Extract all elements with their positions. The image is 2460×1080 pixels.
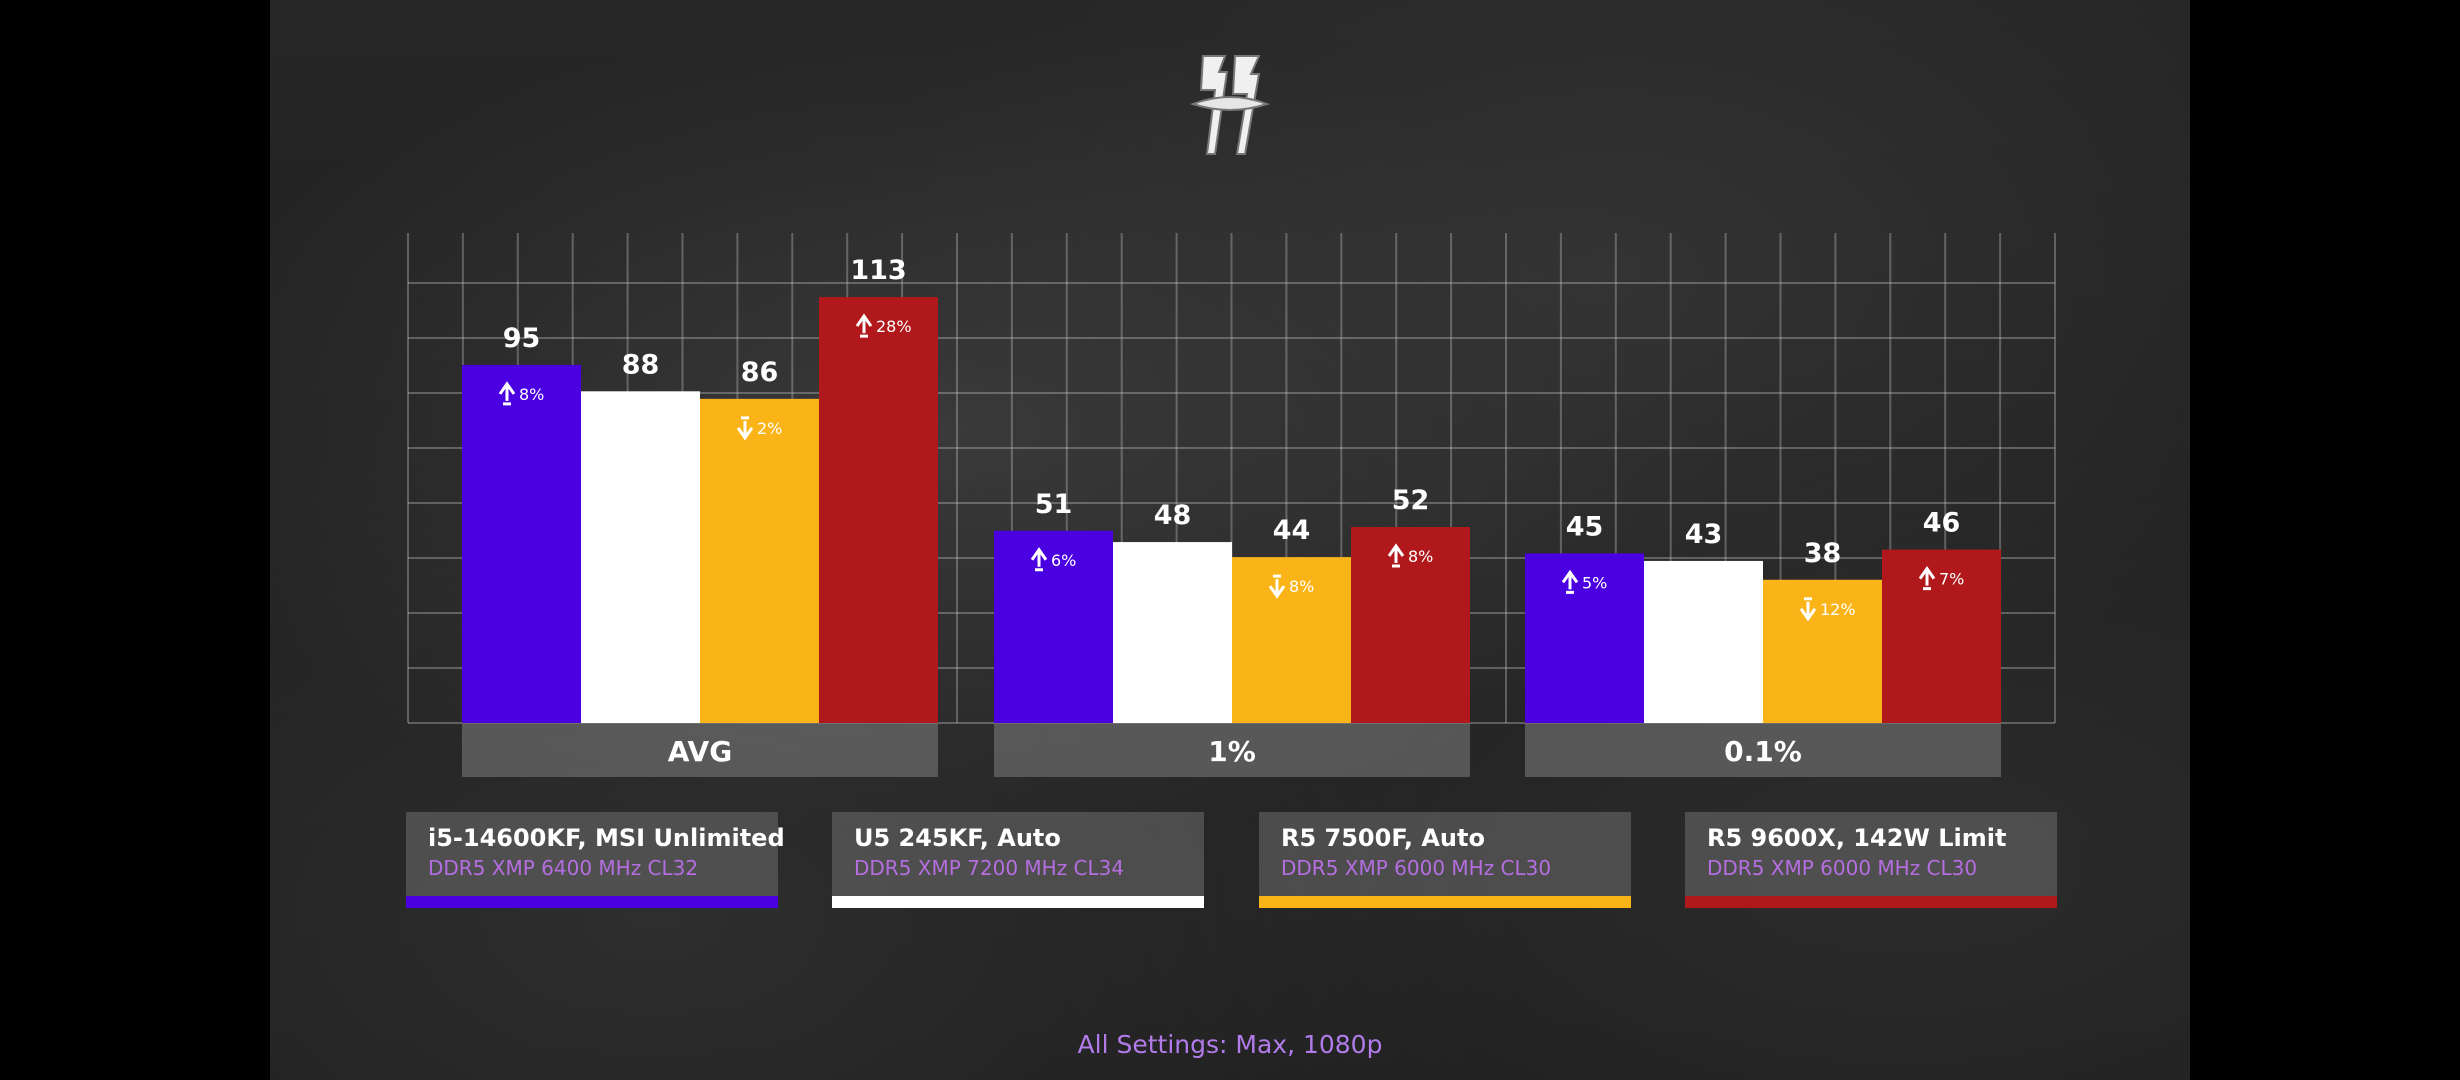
legend-item-u5-245kf: U5 245KF, Auto DDR5 XMP 7200 MHz CL34 xyxy=(832,812,1204,908)
bar xyxy=(700,398,819,723)
bar-value-label: 51 xyxy=(1035,489,1073,520)
arrow-up-icon xyxy=(855,313,873,338)
legend-name: R5 7500F, Auto xyxy=(1281,824,1485,852)
bar xyxy=(1113,542,1232,723)
legend-name: i5-14600KF, MSI Unlimited xyxy=(428,824,785,852)
bar-value-label: 45 xyxy=(1566,511,1604,542)
bar-value-label: 113 xyxy=(850,255,906,286)
bar xyxy=(819,297,938,723)
bar-value-label: 88 xyxy=(622,349,660,380)
bar xyxy=(1232,557,1351,723)
arrow-up-icon xyxy=(1387,543,1405,568)
bar-delta-label: 2% xyxy=(757,419,782,438)
bar-value-label: 95 xyxy=(503,323,541,354)
bar-delta-label: 28% xyxy=(876,317,912,336)
legend-item-r5-9600x: R5 9600X, 142W Limit DDR5 XMP 6000 MHz C… xyxy=(1685,812,2057,908)
bar-delta-label: 8% xyxy=(519,385,544,404)
bar-delta-label: 6% xyxy=(1051,551,1076,570)
bar xyxy=(581,391,700,723)
legend-swatch xyxy=(1259,896,1631,908)
category-label: 1% xyxy=(1208,735,1256,768)
legend-swatch xyxy=(1685,896,2057,908)
bar-value-label: 43 xyxy=(1685,519,1723,550)
bar-value-label: 52 xyxy=(1392,485,1430,516)
arrow-up-icon xyxy=(1918,565,1936,591)
legend-spec: DDR5 XMP 7200 MHz CL34 xyxy=(854,856,1125,880)
legend-swatch xyxy=(832,896,1204,908)
bar-value-label: 44 xyxy=(1273,515,1311,546)
legend-name: R5 9600X, 142W Limit xyxy=(1707,824,2007,852)
bar xyxy=(1882,549,2001,723)
category-label-box xyxy=(1525,723,2001,777)
category-label-box xyxy=(994,723,1470,777)
arrow-down-icon xyxy=(1268,574,1286,599)
legend-spec: DDR5 XMP 6000 MHz CL30 xyxy=(1281,856,1552,880)
bar xyxy=(994,530,1113,723)
bar-value-label: 86 xyxy=(741,357,779,388)
legend-spec: DDR5 XMP 6000 MHz CL30 xyxy=(1707,856,1978,880)
bar-value-label: 48 xyxy=(1154,500,1192,531)
bar-value-label: 38 xyxy=(1804,538,1842,569)
arrow-down-icon xyxy=(1799,597,1817,622)
bar xyxy=(462,364,581,723)
bar-delta-label: 8% xyxy=(1289,577,1314,596)
bar-delta-label: 8% xyxy=(1408,547,1433,566)
legend-swatch xyxy=(406,896,778,908)
bar-value-label: 46 xyxy=(1923,508,1961,539)
arrow-up-icon xyxy=(498,381,516,406)
legend-name: U5 245KF, Auto xyxy=(854,824,1061,852)
legend-spec: DDR5 XMP 6400 MHz CL32 xyxy=(428,856,699,880)
category-label: 0.1% xyxy=(1724,735,1802,768)
bar-delta-label: 5% xyxy=(1582,573,1607,592)
settings-footnote: All Settings: Max, 1080p xyxy=(1077,1030,1383,1059)
arrow-up-icon xyxy=(1561,569,1579,594)
bar xyxy=(1525,553,1644,723)
bar xyxy=(1351,527,1470,723)
bar-delta-label: 7% xyxy=(1939,570,1964,589)
bar xyxy=(1763,579,1882,723)
arrow-down-icon xyxy=(736,416,754,441)
legend-item-r5-7500f: R5 7500F, Auto DDR5 XMP 6000 MHz CL30 xyxy=(1259,812,1631,908)
bar xyxy=(1644,560,1763,723)
channel-logo-icon xyxy=(1189,55,1271,155)
legend-item-i5-14600kf: i5-14600KF, MSI Unlimited DDR5 XMP 6400 … xyxy=(406,812,785,908)
bar-delta-label: 12% xyxy=(1820,600,1856,619)
category-label-box xyxy=(462,723,938,777)
arrow-up-icon xyxy=(1030,547,1048,572)
category-label: AVG xyxy=(668,735,732,768)
